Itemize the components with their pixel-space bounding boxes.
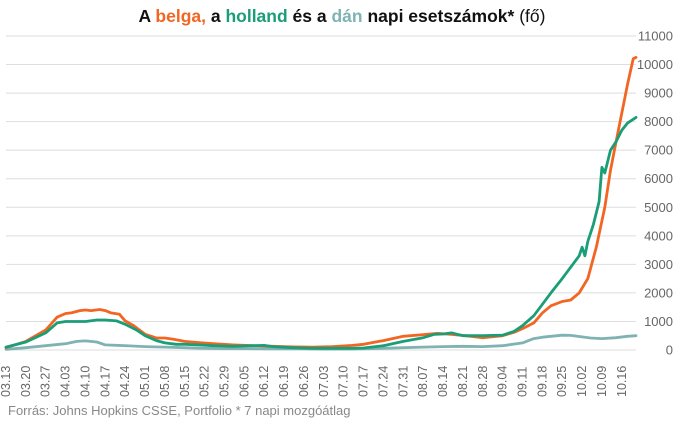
x-tick-label: 09.11 — [515, 367, 529, 397]
x-tick-label: 07.24 — [376, 366, 390, 397]
x-tick-label: 08.28 — [476, 366, 490, 397]
x-tick-label: 09.18 — [535, 366, 549, 397]
y-tick-label: 1000 — [644, 314, 673, 329]
y-tick-label: 6000 — [644, 171, 673, 186]
grid-lines — [6, 35, 636, 351]
x-tick-label: 04.24 — [118, 366, 132, 397]
x-tick-label: 04.03 — [59, 366, 73, 397]
title-belga: belga, — [155, 6, 206, 26]
source-note: Forrás: Johns Hopkins CSSE, Portfolio * … — [8, 403, 351, 418]
title-dan: dán — [331, 6, 363, 26]
y-tick-label: 10000 — [637, 57, 673, 72]
series-line-belga — [4, 56, 638, 350]
y-tick-label: 0 — [666, 343, 673, 358]
y-tick-label: 9000 — [644, 86, 673, 101]
x-tick-label: 06.05 — [237, 366, 251, 397]
y-tick-label: 5000 — [644, 200, 673, 215]
x-tick-label: 06.12 — [257, 366, 271, 397]
x-tick-label: 09.25 — [555, 366, 569, 397]
x-tick-label: 10.02 — [575, 366, 589, 397]
x-tick-label: 05.08 — [158, 366, 172, 397]
x-tick-label: 06.26 — [297, 366, 311, 397]
x-tick-label: 10.16 — [615, 366, 629, 397]
x-tick-label: 09.04 — [496, 366, 510, 397]
series-lines — [4, 56, 638, 351]
x-tick-label: 03.20 — [19, 366, 33, 397]
x-tick-label: 04.17 — [98, 366, 112, 397]
y-tick-label: 3000 — [644, 257, 673, 272]
x-tick-label: 08.21 — [456, 366, 470, 397]
y-tick-label: 7000 — [644, 143, 673, 158]
x-tick-label: 03.13 — [0, 366, 13, 397]
y-tick-label: 11000 — [638, 29, 673, 44]
y-tick-label: 8000 — [644, 114, 673, 129]
x-tick-label: 10.09 — [595, 366, 609, 397]
x-tick-label: 06.19 — [277, 366, 291, 397]
x-tick-label: 05.01 — [138, 366, 152, 397]
y-tick-label: 4000 — [644, 228, 673, 243]
x-tick-label: 04.10 — [78, 366, 92, 397]
x-tick-label: 05.29 — [218, 366, 232, 397]
chart-title: A belga, a holland és a dán napi esetszá… — [0, 6, 684, 27]
series-line-holland — [4, 116, 638, 350]
x-tick-label: 03.27 — [39, 366, 53, 397]
y-axis-ticks: 0 1000 2000 3000 4000 5000 6000 7000 8000 9000 100… — [637, 29, 673, 358]
title-part-2: a — [205, 6, 226, 26]
x-tick-label: 07.03 — [317, 366, 331, 397]
x-tick-label: 08.14 — [436, 366, 450, 397]
title-part-1: A — [138, 6, 156, 26]
x-tick-label: 07.31 — [396, 366, 410, 397]
title-part-3: és a — [287, 6, 332, 26]
x-tick-label: 08.07 — [416, 366, 430, 397]
x-tick-label: 07.17 — [357, 366, 371, 397]
title-part-4: napi esetszámok* — [362, 6, 515, 26]
y-tick-label: 2000 — [644, 285, 673, 300]
title-unit: (fő) — [514, 6, 546, 26]
title-holland: holland — [225, 6, 288, 26]
x-tick-label: 07.10 — [337, 366, 351, 397]
x-tick-label: 05.22 — [198, 366, 212, 397]
x-tick-label: 05.15 — [178, 366, 192, 397]
x-axis-ticks: 03.13 03.20 03.27 04.03 04.10 04.17 04.24 05.01… — [0, 366, 629, 397]
